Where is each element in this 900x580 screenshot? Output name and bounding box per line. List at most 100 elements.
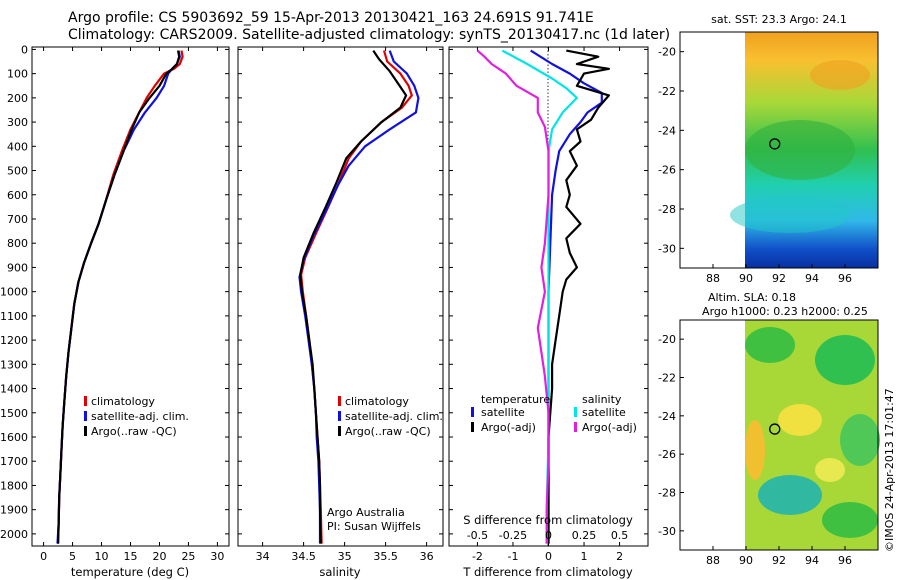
difference-panel: -2 -1 0 1 2 T difference from climatology S … — [448, 46, 649, 579]
map-x-tick-label: 96 — [838, 554, 852, 567]
temperature-xlabel: temperature (deg C) — [71, 565, 189, 579]
map-y-tick-label: -20 — [658, 333, 676, 346]
depth-tick-label: 900 — [7, 261, 28, 274]
x-tick-label: 35 — [338, 550, 352, 563]
s-tick-label: 0.5 — [611, 529, 629, 542]
legend-s-satellite: satellite — [582, 406, 626, 419]
temperature-legend: climatology satellite-adj. clim. Argo(..… — [84, 395, 189, 438]
sst-map-ticks: 88 90 92 94 96 -20 -22 -24 -26 -28 -30 — [658, 46, 852, 285]
imos-stamp: ©IMOS 24-Apr-2013 17:01:47 — [883, 388, 896, 552]
depth-tick-label: 700 — [7, 213, 28, 226]
x-tick-label: 36 — [420, 550, 434, 563]
legend-swatch-s-satellite — [574, 407, 577, 417]
depth-tick-label: 1400 — [0, 383, 28, 396]
depth-tick-label: 300 — [7, 116, 28, 129]
x-tick-label: 0 — [40, 550, 47, 563]
sla-map: Altim. SLA: 0.18 Argo h1000: 0.23 h2000:… — [658, 291, 880, 567]
salinity-x-axis: 34 34.5 35 35.5 36 — [256, 47, 434, 563]
sla-blob-1 — [745, 327, 795, 363]
legend-swatch-s-argo — [574, 422, 577, 432]
sla-blob-7 — [745, 420, 765, 480]
temperature-panel: 0100200300400500600700800900100011001200… — [0, 43, 230, 579]
depth-tick-label: 1000 — [0, 286, 28, 299]
legend-title-temperature: temperature — [481, 393, 550, 406]
sla-map-title-line1: Altim. SLA: 0.18 — [708, 291, 796, 304]
sst-blob-warm — [745, 120, 855, 180]
sst-map-title: sat. SST: 23.3 Argo: 24.1 — [711, 13, 847, 26]
depth-axis: 0 100 200 300 400 500 600 700 800 900 1000 1100 1200… — [0, 43, 229, 541]
legend-swatch-argo — [84, 426, 87, 436]
difference-depth-ticks — [449, 48, 648, 535]
sla-blob-2 — [815, 335, 875, 385]
legend-satellite: satellite-adj. clim. — [345, 410, 443, 423]
depth-tick-label: 1800 — [0, 479, 28, 492]
map-x-tick-label: 88 — [706, 272, 720, 285]
depth-tick-label: 1200 — [0, 334, 28, 347]
legend-argo: Argo(..raw -QC) — [345, 425, 431, 438]
argo-position-marker — [769, 138, 781, 150]
title-line1: Argo profile: CS 5903692_59 15-Apr-2013 … — [68, 10, 594, 26]
salinity-panel: 34 34.5 35 35.5 36 salinity climatology sate… — [237, 46, 444, 579]
map-y-tick-label: -28 — [658, 203, 676, 216]
salinity-axes — [237, 46, 444, 547]
map-y-tick-label: -24 — [658, 410, 676, 423]
legend-t-argo: Argo(-adj) — [481, 421, 536, 434]
x-tick-label: 2 — [616, 550, 623, 563]
x-tick-label: 34.5 — [291, 550, 316, 563]
x-tick-label: -1 — [507, 550, 518, 563]
depth-tick-label: 1300 — [0, 358, 28, 371]
sst-map: sat. SST: 23.3 Argo: 24.1 88 90 92 94 96 -20 -… — [658, 13, 879, 285]
s-tick-label: 0.25 — [572, 529, 597, 542]
depth-tick-label: 600 — [7, 189, 28, 202]
x-tick-label: 1 — [581, 550, 588, 563]
series-line-argo-raw-qc- — [299, 49, 408, 544]
map-y-tick-label: -26 — [658, 164, 676, 177]
depth-tick-label: 1100 — [0, 310, 28, 323]
x-tick-label: 5 — [69, 550, 76, 563]
difference-lines — [476, 49, 611, 544]
salinity-depth-ticks — [238, 48, 443, 535]
legend-climatology: climatology — [91, 395, 155, 408]
salinity-diff-label: S difference from climatology — [463, 513, 633, 527]
temperature-x-axis: 0 5 10 15 20 25 30 — [40, 47, 224, 563]
map-x-tick-label: 90 — [739, 554, 753, 567]
depth-tick-label: 1700 — [0, 455, 28, 468]
sla-blob-5 — [758, 475, 822, 515]
map-x-tick-label: 92 — [772, 554, 786, 567]
map-y-tick-label: -30 — [658, 525, 676, 538]
series-line-argo-raw-qc- — [57, 50, 181, 544]
sla-map-ticks: 88 90 92 94 96 -20 -22 -24 -26 -28 -30 — [658, 333, 852, 567]
legend-s-argo: Argo(-adj) — [582, 421, 637, 434]
legend-t-satellite: satellite — [481, 406, 525, 419]
difference-xlabel: T difference from climatology — [462, 565, 633, 579]
s-tick-label: -0.25 — [499, 529, 527, 542]
series-line-climatology — [57, 50, 184, 544]
x-tick-label: 10 — [95, 550, 109, 563]
legend-swatch-t-argo — [471, 422, 474, 432]
sst-blob-cool — [730, 197, 850, 233]
sla-map-title-line2: Argo h1000: 0.23 h2000: 0.25 — [702, 305, 868, 318]
legend-swatch-climatology — [84, 396, 87, 406]
x-tick-label: 25 — [181, 550, 195, 563]
series-line-s-argo-adj- — [476, 49, 550, 544]
series-line-s-satellite — [501, 49, 579, 544]
difference-legend: temperature salinity satellite Argo(-adj… — [471, 393, 637, 434]
legend-swatch-satellite — [338, 411, 341, 421]
map-y-tick-label: -20 — [658, 46, 676, 59]
depth-tick-label: 800 — [7, 237, 28, 250]
map-y-tick-label: -28 — [658, 487, 676, 500]
salinity-xlabel: salinity — [319, 565, 360, 579]
annotation-line1: Argo Australia — [327, 506, 405, 519]
salinity-lines — [298, 49, 420, 544]
x-tick-label: 30 — [210, 550, 224, 563]
sla-blob-6 — [822, 502, 878, 538]
map-x-tick-label: 94 — [805, 554, 819, 567]
map-y-tick-label: -26 — [658, 448, 676, 461]
series-line-t-argo-adj- — [547, 49, 611, 544]
x-tick-label: -2 — [472, 550, 483, 563]
legend-title-salinity: salinity — [582, 393, 622, 406]
legend-swatch-climatology — [338, 396, 341, 406]
series-line-satellite-adj-clim- — [298, 50, 420, 544]
depth-tick-label: 1500 — [0, 407, 28, 420]
